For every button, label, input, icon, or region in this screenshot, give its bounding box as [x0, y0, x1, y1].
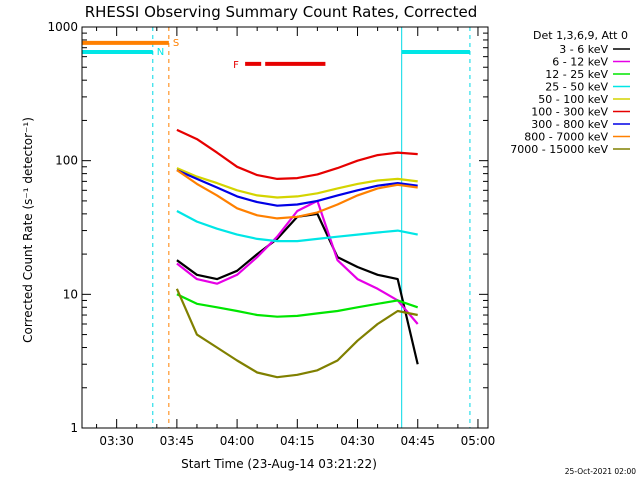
night-label: N — [157, 47, 164, 58]
annotation-layer: SN F — [81, 27, 471, 428]
series-line-8 — [175, 288, 418, 379]
y-axis-label: Corrected Count Rate (s⁻¹ detector⁻¹) — [21, 117, 35, 343]
legend-label: 7000 - 15000 keV — [510, 143, 608, 156]
axes: 03:30 03:45 04:00 04:15 04:30 04:45 05:00 1 10 10… — [47, 20, 495, 448]
series-line-7 — [176, 169, 418, 220]
legend-label: 3 - 6 keV — [559, 43, 608, 56]
saa-label: S — [173, 38, 179, 49]
flare-label: F — [233, 60, 239, 71]
plot-frame — [81, 26, 489, 429]
y-tick-label: 100 — [55, 154, 78, 168]
series-line-5 — [176, 128, 418, 180]
legend-label: 12 - 25 keV — [545, 68, 608, 81]
x-axis-label: Start Time (23-Aug-14 03:21:22) — [181, 457, 377, 471]
series-layer — [175, 128, 419, 379]
legend-label: 50 - 100 keV — [538, 93, 608, 106]
series-line-6 — [176, 169, 418, 207]
legend-header: Det 1,3,6,9, Att 0 — [533, 29, 628, 42]
series-line-2 — [176, 293, 419, 318]
y-tick-label: 10 — [63, 287, 78, 301]
y-tick-label: 1 — [70, 421, 78, 435]
footer-date: 25-Oct-2021 02:00 — [565, 467, 636, 476]
legend-label: 300 - 800 keV — [531, 118, 608, 131]
series-line-0 — [176, 212, 419, 365]
x-tick-label: 04:15 — [280, 434, 315, 448]
x-tick-label: 03:30 — [99, 434, 134, 448]
legend-label: 800 - 7000 keV — [524, 131, 608, 144]
x-tick-label: 04:00 — [220, 434, 255, 448]
chart-title: RHESSI Observing Summary Count Rates, Co… — [85, 3, 478, 21]
legend-label: 6 - 12 keV — [552, 56, 608, 69]
x-tick-label: 04:45 — [400, 434, 435, 448]
x-tick-label: 05:00 — [461, 434, 496, 448]
legend-label: 25 - 50 keV — [545, 81, 608, 94]
series-line-4 — [176, 167, 418, 199]
series-line-3 — [176, 210, 418, 243]
x-tick-label: 03:45 — [160, 434, 195, 448]
y-tick-label: 1000 — [47, 20, 78, 34]
legend-label: 100 - 300 keV — [531, 106, 608, 119]
series-line-1 — [176, 199, 419, 325]
x-tick-label: 04:30 — [340, 434, 375, 448]
